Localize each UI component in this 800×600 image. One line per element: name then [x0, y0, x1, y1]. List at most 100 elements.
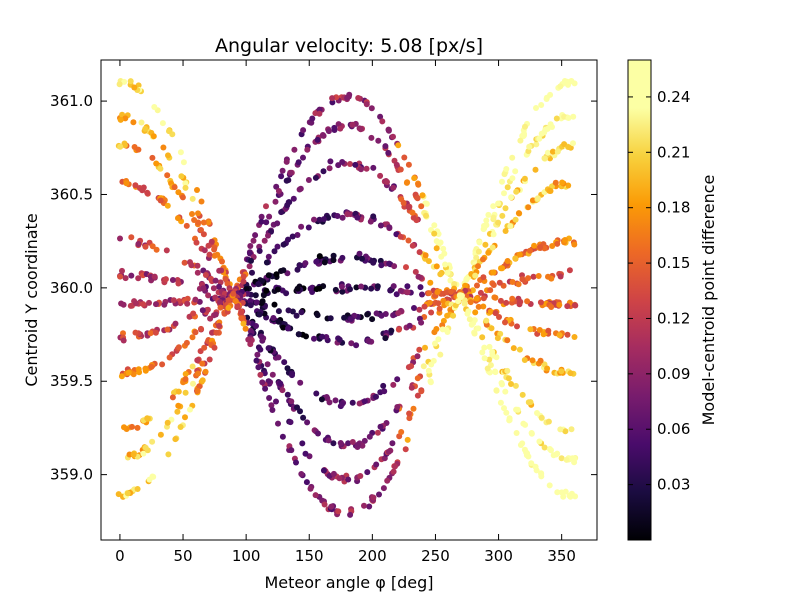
data-point	[171, 389, 177, 396]
data-point	[532, 166, 539, 173]
data-point	[497, 399, 504, 406]
data-point	[149, 473, 156, 480]
data-point	[147, 330, 154, 337]
data-point	[345, 440, 352, 447]
data-point	[319, 132, 326, 138]
data-point	[513, 406, 520, 413]
data-point	[304, 146, 311, 153]
data-point	[538, 414, 545, 421]
data-point	[558, 368, 565, 375]
data-point	[128, 272, 135, 279]
data-point	[127, 302, 134, 309]
data-point	[368, 134, 375, 141]
data-point	[402, 446, 409, 453]
data-point	[513, 188, 520, 195]
data-point	[199, 377, 206, 384]
data-point	[321, 501, 328, 508]
x-tick-label: 300	[484, 547, 513, 565]
data-point	[419, 291, 425, 298]
data-point	[483, 317, 490, 324]
data-point	[529, 197, 536, 204]
data-point	[480, 303, 487, 310]
data-point	[560, 493, 567, 500]
data-point	[475, 325, 482, 332]
data-point	[213, 329, 220, 336]
data-point	[175, 402, 182, 409]
data-point	[211, 246, 218, 253]
y-axis: 359.0 359.5 360.0 360.5 361.0	[50, 92, 597, 484]
data-point	[391, 263, 398, 270]
data-point	[537, 357, 544, 364]
data-point	[181, 259, 188, 266]
data-point	[135, 241, 142, 247]
data-point	[250, 237, 257, 244]
data-point	[385, 448, 392, 455]
data-point	[205, 292, 212, 299]
data-point	[519, 391, 526, 398]
data-point	[189, 363, 196, 370]
data-point	[448, 288, 455, 295]
data-point	[431, 230, 438, 237]
x-tick-label: 100	[232, 547, 261, 565]
data-point	[172, 436, 179, 443]
data-point	[433, 238, 440, 245]
data-point	[508, 194, 515, 201]
data-point	[344, 94, 351, 101]
data-point	[178, 173, 185, 180]
data-point	[485, 211, 492, 218]
data-point	[258, 333, 265, 340]
data-point	[485, 249, 492, 256]
data-point	[285, 307, 292, 314]
data-point	[337, 125, 344, 132]
data-point	[365, 337, 372, 344]
data-point	[191, 217, 198, 223]
data-point	[490, 203, 497, 210]
data-point	[341, 314, 348, 321]
data-point	[153, 160, 160, 167]
y-tick-label: 360.5	[50, 185, 93, 203]
data-point	[368, 285, 375, 292]
data-point	[164, 202, 171, 209]
data-point	[339, 159, 346, 165]
data-point	[516, 298, 523, 305]
data-point	[321, 259, 328, 266]
data-point	[266, 395, 273, 401]
data-point	[190, 380, 196, 387]
data-point	[313, 258, 320, 265]
data-point	[354, 441, 361, 448]
data-point	[514, 323, 520, 330]
data-point	[473, 254, 480, 261]
data-point	[300, 154, 306, 161]
data-point	[283, 290, 290, 297]
colorbar-tick-label: 0.12	[657, 309, 690, 327]
data-point	[405, 161, 412, 168]
data-point	[400, 199, 407, 206]
data-point	[189, 195, 196, 202]
data-point	[232, 298, 239, 304]
data-point	[274, 220, 281, 227]
data-point	[389, 440, 396, 447]
data-point	[509, 154, 516, 161]
colorbar-tick-label: 0.24	[657, 88, 690, 106]
data-point	[377, 222, 384, 229]
data-point	[534, 195, 541, 202]
data-point	[166, 354, 173, 361]
data-point	[565, 182, 572, 189]
data-point	[379, 118, 386, 125]
data-point	[207, 315, 214, 322]
data-point	[134, 486, 141, 492]
data-point	[285, 325, 291, 332]
data-point	[433, 245, 440, 252]
data-point	[330, 252, 337, 259]
data-point	[557, 83, 564, 90]
data-point	[483, 217, 490, 224]
data-point	[118, 373, 125, 380]
data-point	[501, 190, 507, 197]
data-point	[519, 440, 526, 447]
data-point	[559, 179, 566, 186]
data-point	[175, 344, 182, 351]
data-point	[309, 115, 316, 122]
data-point	[183, 339, 190, 346]
data-point	[287, 169, 294, 176]
data-point	[182, 414, 188, 421]
